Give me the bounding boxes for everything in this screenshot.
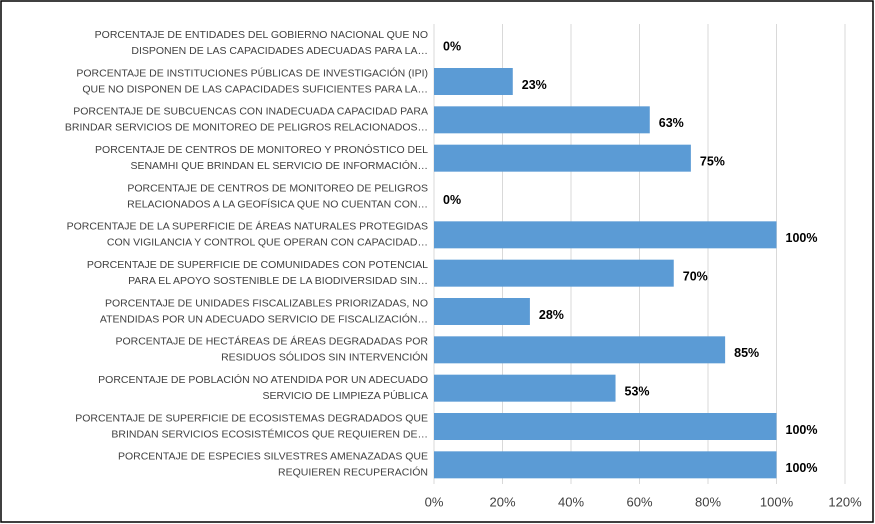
bar <box>434 144 691 172</box>
data-label: 0% <box>443 193 461 207</box>
x-tick-label: 40% <box>558 494 584 509</box>
data-label: 100% <box>786 461 818 475</box>
bar <box>434 336 726 364</box>
y-tick-label: PORCENTAJE DE INSTITUCIONES PÚBLICAS DE … <box>76 66 428 79</box>
data-label: 70% <box>683 269 708 283</box>
y-tick-label: DISPONEN DE LAS CAPACIDADES ADECUADAS PA… <box>131 45 428 57</box>
data-label: 100% <box>786 423 818 437</box>
bar <box>434 413 777 440</box>
y-tick-label: PORCENTAJE DE HECTÁREAS DE ÁREAS DEGRADA… <box>115 335 428 348</box>
y-tick-label: BRINDAR SERVICIOS DE MONITOREO DE PELIGR… <box>65 122 428 134</box>
x-tick-label: 120% <box>828 494 862 509</box>
y-tick-label: PORCENTAJE DE POBLACIÓN NO ATENDIDA POR … <box>98 373 428 386</box>
y-tick-label: PARA EL APOYO SOSTENIBLE DE LA BIODIVERS… <box>128 275 428 287</box>
data-label: 75% <box>700 154 725 168</box>
bar <box>434 451 777 479</box>
y-tick-label: PORCENTAJE DE LA SUPERFICIE DE ÁREAS NAT… <box>67 220 428 233</box>
y-tick-label: PORCENTAJE DE UNIDADES FISCALIZABLES PRI… <box>105 297 428 309</box>
y-tick-label: SENAMHI QUE BRINDAN EL SERVICIO DE INFOR… <box>130 159 428 172</box>
data-label: 23% <box>522 78 547 92</box>
bar <box>434 259 674 287</box>
bar <box>434 68 513 95</box>
bar <box>434 106 650 134</box>
y-tick-label: PORCENTAJE DE ENTIDADES DEL GOBIERNO NAC… <box>95 29 428 41</box>
y-tick-label: PORCENTAJE DE SUPERFICIE DE COMUNIDADES … <box>87 259 428 271</box>
data-label: 100% <box>786 231 818 245</box>
y-tick-label: RESIDUOS SÓLIDOS SIN INTERVENCIÓN <box>221 351 428 364</box>
bar <box>434 221 777 249</box>
data-label: 0% <box>443 39 461 53</box>
y-tick-label: PORCENTAJE DE SUPERFICIE DE ECOSISTEMAS … <box>75 412 428 424</box>
x-tick-label: 100% <box>760 494 794 509</box>
bar <box>434 374 616 402</box>
y-tick-label: PORCENTAJE DE CENTROS DE MONITOREO Y PRO… <box>95 143 428 156</box>
y-tick-label: PORCENTAJE DE CENTROS DE MONITOREO DE PE… <box>127 182 428 194</box>
x-tick-label: 80% <box>695 494 721 509</box>
y-tick-label: PORCENTAJE DE ESPECIES SILVESTRES AMENAZ… <box>118 451 428 463</box>
data-label: 85% <box>734 346 759 360</box>
y-tick-label: ATENDIDAS POR UN ADECUADO SERVICIO DE FI… <box>100 312 428 325</box>
y-tick-label: SERVICIO DE LIMPIEZA PÚBLICA <box>262 389 428 402</box>
x-tick-label: 60% <box>626 494 652 509</box>
y-tick-label: RELACIONADOS A LA GEOFÍSICA QUE NO CUENT… <box>127 197 428 210</box>
data-label: 53% <box>625 384 650 398</box>
y-tick-label: CON VIGILANCIA Y CONTROL QUE OPERAN CON … <box>107 237 428 249</box>
y-tick-label: PORCENTAJE DE SUBCUENCAS CON INADECUADA … <box>73 106 428 118</box>
y-tick-label: REQUIEREN RECUPERACIÓN <box>278 466 428 479</box>
x-tick-label: 20% <box>489 494 515 509</box>
data-label: 63% <box>659 116 684 130</box>
x-tick-label: 0% <box>425 494 444 509</box>
y-tick-label: BRINDAN SERVICIOS ECOSISTÉMICOS QUE REQU… <box>111 427 428 440</box>
y-tick-label: QUE NO DISPONEN DE LAS CAPACIDADES SUFIC… <box>82 83 428 95</box>
bar <box>434 298 530 325</box>
data-label: 28% <box>539 308 564 322</box>
